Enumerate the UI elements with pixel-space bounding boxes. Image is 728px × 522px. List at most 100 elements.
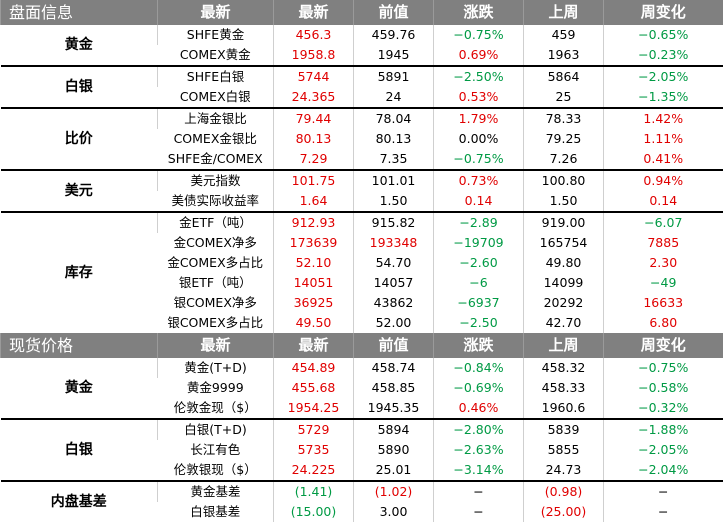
latest-value: (15.00) (273, 502, 354, 522)
prev-value: 458.85 (353, 378, 434, 398)
table-row: 伦敦金现（$） 1954.25 1945.35 0.46% 1960.6 −0.… (1, 398, 723, 419)
prev-value: 1945 (353, 45, 434, 66)
row-label: 白银基差 (190, 504, 241, 519)
week-change-value: −2.05% (603, 65, 723, 87)
section-title: 盘面信息 (0, 0, 158, 25)
table-row: 白银 SHFE白银 5744 5891 −2.50% 5864 −2.05% (0, 65, 723, 108)
table-row: COMEX金银比 80.13 80.13 0.00% 79.25 1.11% (1, 129, 723, 149)
prev-value: (1.02) (353, 480, 434, 502)
last-week-value: (0.98) (523, 480, 604, 502)
row-label: 银COMEX净多 (173, 295, 257, 310)
col-header: 周变化 (603, 333, 723, 358)
table-row: COMEX黄金 1958.8 1945 0.69% 1963 −0.23% (1, 45, 723, 66)
week-change-value: 1.42% (603, 107, 723, 129)
table-row: 伦敦银现（$） 24.225 25.01 −3.14% 24.73 −2.04% (1, 460, 723, 481)
week-change-value: −6.07 (603, 211, 723, 233)
week-change-value: 6.80 (603, 313, 723, 333)
week-change-value: −1.88% (603, 418, 723, 440)
row-label: 上海金银比 (157, 107, 274, 129)
table-row: 库存 金ETF（吨） 912.93 915.82 −2.89 919.00 −6… (0, 211, 723, 333)
last-week-value: 458.32 (523, 358, 604, 378)
header-row: 现货价格 最新 最新 前值 涨跌 上周 周变化 (0, 333, 723, 358)
row-label: COMEX黄金 (179, 47, 251, 62)
latest-value: 7.29 (273, 149, 354, 170)
col-header: 最新 (157, 333, 274, 358)
change-value: 0.53% (433, 87, 524, 108)
last-week-value: 7.26 (523, 149, 604, 170)
latest-value: 24.225 (273, 460, 354, 481)
last-week-value: 5864 (523, 65, 604, 87)
prev-value: 5891 (353, 65, 434, 87)
header-row: 盘面信息 最新 最新 前值 涨跌 上周 周变化 (0, 0, 723, 25)
table-row: 金COMEX净多 173639 193348 −19709 165754 788… (1, 233, 723, 253)
row-label: COMEX金银比 (173, 131, 257, 146)
change-value: −2.63% (433, 440, 524, 460)
last-week-value: 78.33 (523, 107, 604, 129)
last-week-value: 42.70 (523, 313, 604, 333)
prev-value: 1945.35 (353, 398, 434, 419)
prev-value: 80.13 (353, 129, 434, 149)
last-week-value: 919.00 (523, 211, 604, 233)
week-change-value: 16633 (603, 293, 723, 313)
section-title: 现货价格 (0, 333, 158, 358)
latest-value: 5735 (273, 440, 354, 460)
table-row: 银ETF（吨） 14051 14057 −6 14099 −49 (1, 273, 723, 293)
week-change-value: −0.32% (603, 398, 723, 419)
table-row: 黄金 黄金(T+D) 454.89 458.74 −0.84% 458.32 −… (1, 358, 723, 396)
week-change-value: −0.58% (603, 378, 723, 398)
table-row: 银COMEX多占比 49.50 52.00 −2.50 42.70 6.80 (1, 313, 723, 333)
latest-value: 5729 (273, 418, 354, 440)
col-header: 涨跌 (433, 0, 524, 25)
last-week-value: 165754 (523, 233, 604, 253)
prev-value: 54.70 (353, 253, 434, 273)
table-row: 美债实际收益率 1.64 1.50 0.14 1.50 0.14 (1, 191, 723, 212)
col-header: 涨跌 (433, 333, 524, 358)
latest-value: 49.50 (273, 313, 354, 333)
group-label: 白银 (0, 418, 158, 481)
change-value: −2.89 (433, 211, 524, 233)
group-label: 黄金 (64, 380, 93, 396)
last-week-value: 1.50 (523, 191, 604, 212)
col-header: 最新 (157, 0, 274, 25)
week-change-value: 1.11% (603, 129, 723, 149)
row-label: 黄金基差 (157, 480, 274, 502)
week-change-value: −2.04% (603, 460, 723, 481)
prev-value: 5894 (353, 418, 434, 440)
last-week-value: 25 (523, 87, 604, 108)
row-label: 美元指数 (157, 169, 274, 191)
table-row: SHFE金/COMEX 7.29 7.35 −0.75% 7.26 0.41% (1, 149, 723, 170)
group-label: 内盘基差 (0, 480, 158, 522)
row-label: 银COMEX多占比 (167, 315, 264, 330)
change-value: − (433, 502, 524, 522)
table-row: 金COMEX多占比 52.10 54.70 −2.60 49.80 2.30 (1, 253, 723, 273)
col-header: 上周 (523, 333, 604, 358)
row-label: SHFE白银 (157, 65, 274, 87)
prev-value: 915.82 (353, 211, 434, 233)
table-row: COMEX白银 24.365 24 0.53% 25 −1.35% (1, 87, 723, 108)
table-row: 比价 上海金银比 79.44 78.04 1.79% 78.33 1.42% (0, 107, 723, 170)
last-week-value: 5839 (523, 418, 604, 440)
row-label: 伦敦银现（$） (173, 462, 257, 477)
prev-value: 5890 (353, 440, 434, 460)
latest-value: (1.41) (273, 480, 354, 502)
last-week-value: 1960.6 (523, 398, 604, 419)
prev-value: 24 (353, 87, 434, 108)
group-label: 白银 (0, 65, 158, 108)
week-change-value: − (603, 502, 723, 522)
prev-value: 101.01 (353, 169, 434, 191)
last-week-value: (25.00) (523, 502, 604, 522)
col-header: 前值 (353, 0, 434, 25)
latest-value: 101.75 (273, 169, 354, 191)
week-change-value: −1.35% (603, 87, 723, 108)
latest-value: 52.10 (273, 253, 354, 273)
last-week-value: 24.73 (523, 460, 604, 481)
row-label: 黄金9999 (186, 380, 244, 395)
group-label: 库存 (0, 211, 158, 333)
change-value: 0.69% (433, 45, 524, 66)
row-label: SHFE黄金 (157, 25, 274, 45)
change-value: −2.80% (433, 418, 524, 440)
last-week-value: 79.25 (523, 129, 604, 149)
group-label: 美元 (0, 169, 158, 212)
table-row: 黄金 SHFE黄金 456.3 459.76 −0.75% 459 −0.65% (1, 25, 723, 53)
